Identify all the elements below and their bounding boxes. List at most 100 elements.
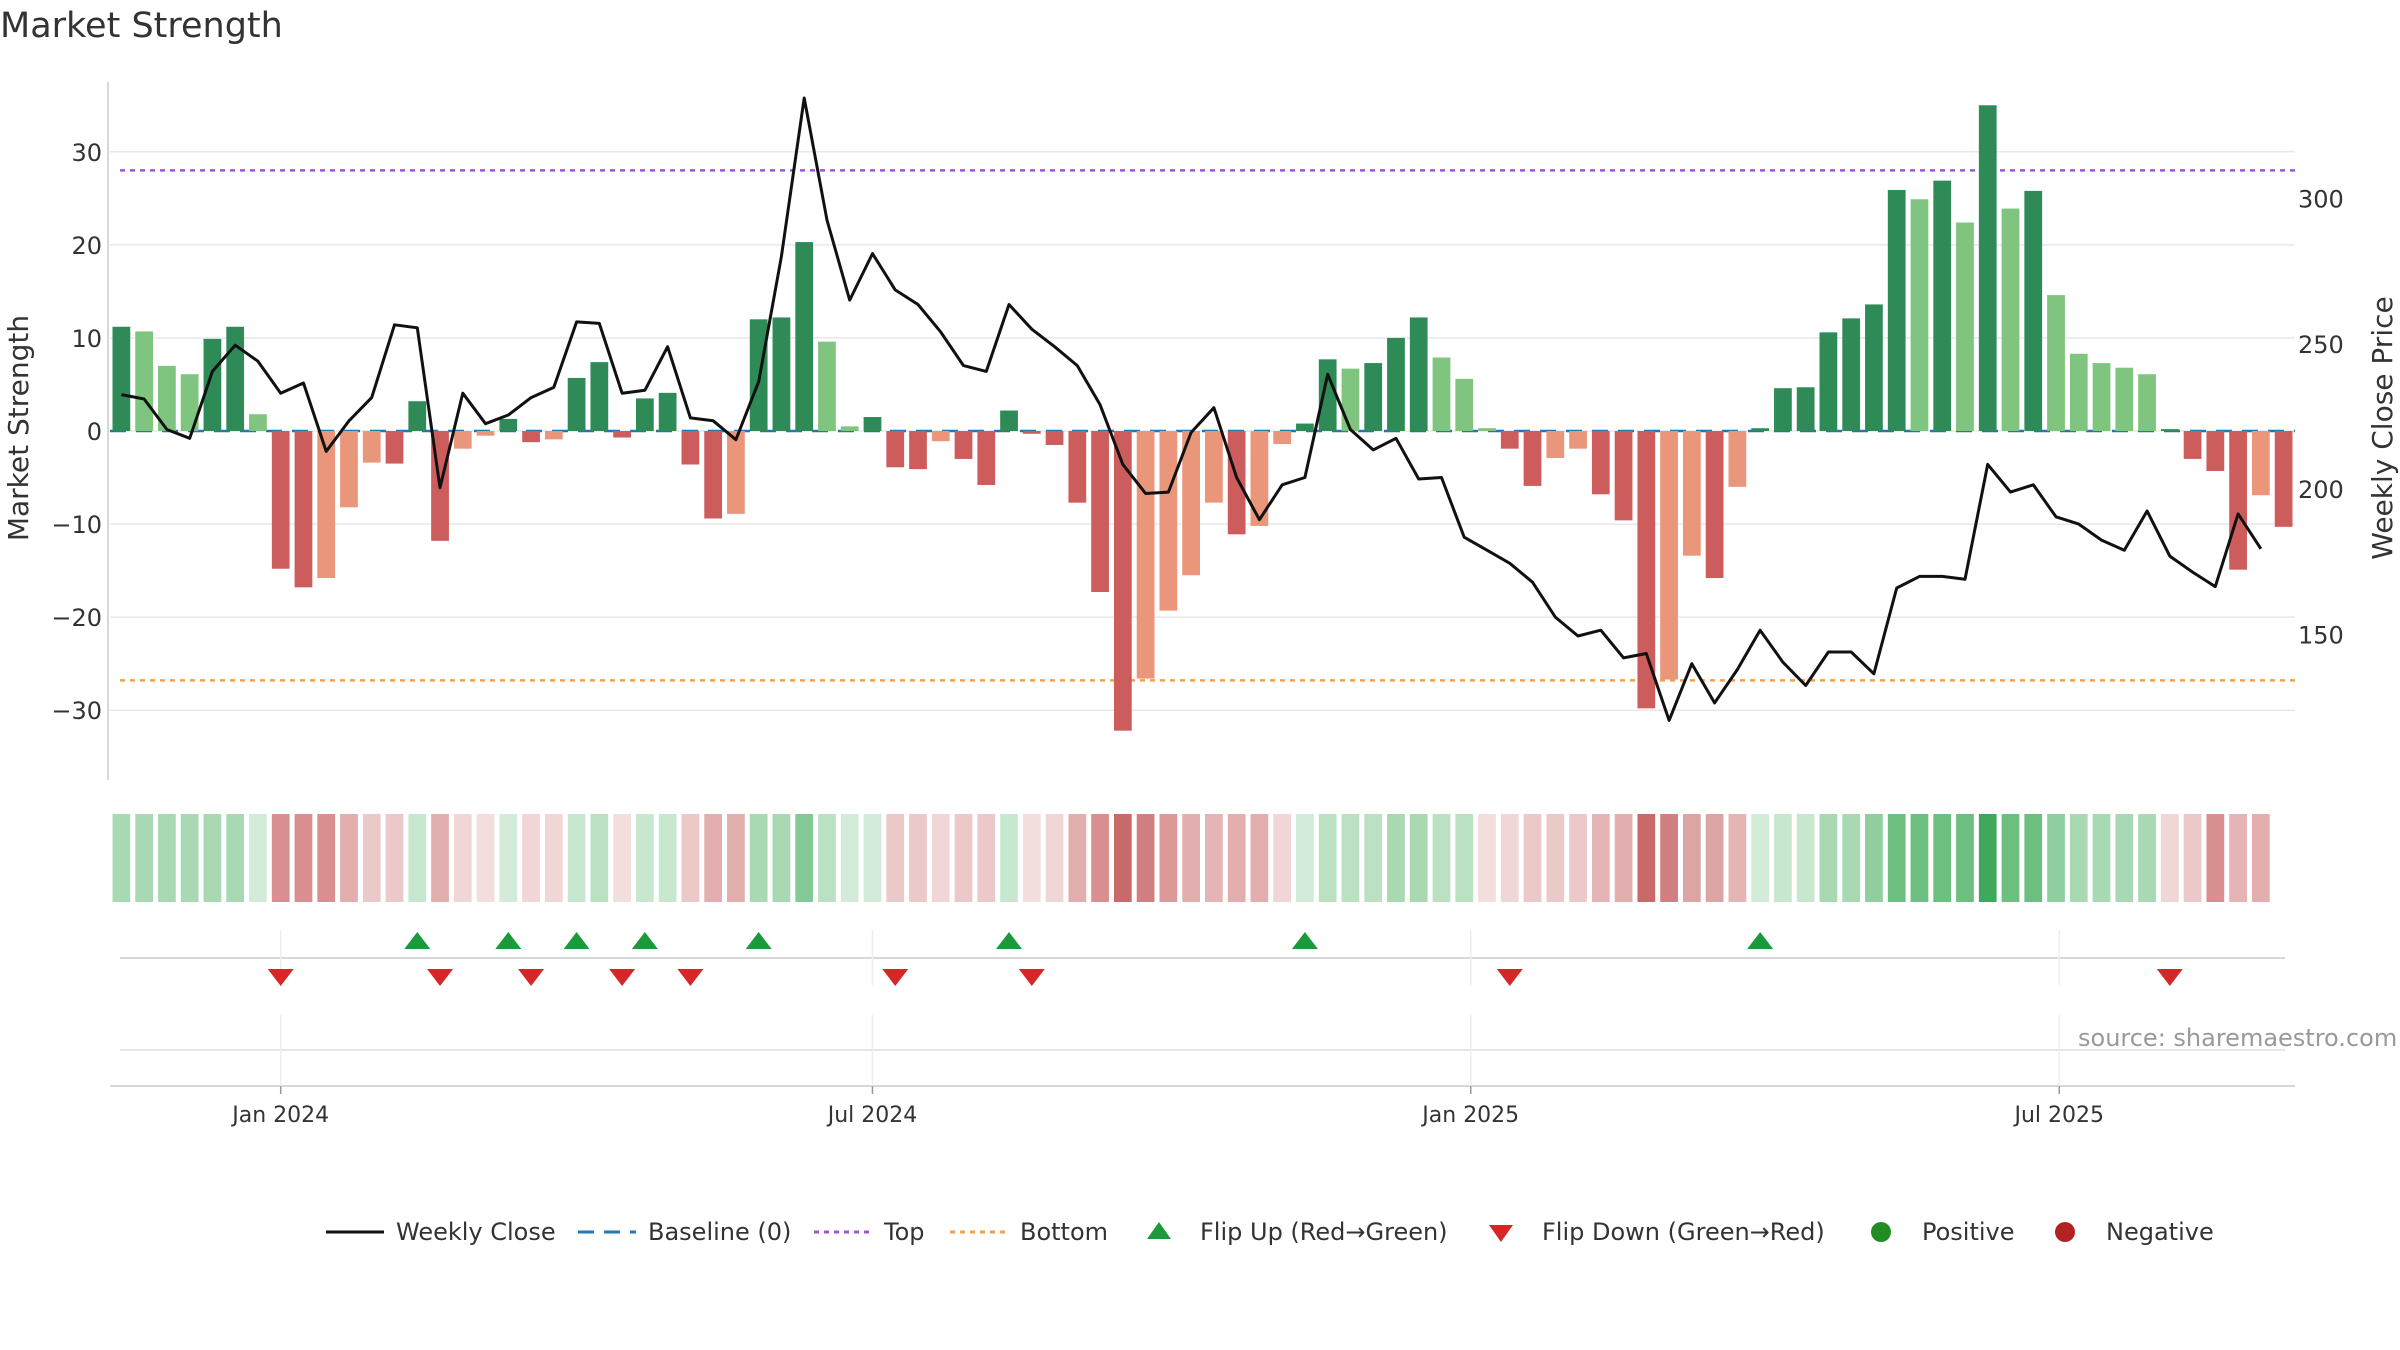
heat-cell <box>544 814 563 902</box>
heat-cell <box>1933 814 1952 902</box>
source-note: source: sharemaestro.com <box>2078 1024 2398 1052</box>
heat-cell <box>567 814 586 902</box>
legend: Weekly Close Baseline (0) Top Bottom Fli… <box>0 1212 2400 1252</box>
strength-bar <box>1478 428 1496 431</box>
y2-tick-label: 250 <box>2298 331 2344 359</box>
heat-cell <box>590 814 609 902</box>
y2-tick-label: 300 <box>2298 185 2344 213</box>
strength-bar <box>1432 357 1451 431</box>
strength-bar <box>1000 410 1018 431</box>
heat-cell <box>1273 814 1292 902</box>
heat-cell <box>2138 814 2156 902</box>
strength-bar <box>294 431 313 588</box>
strength-bar <box>2092 363 2111 431</box>
heat-cell <box>1091 814 1109 902</box>
heat-cell <box>1455 814 1474 902</box>
legend-top: Top <box>812 1212 925 1252</box>
y-tick-label: 0 <box>87 418 102 446</box>
strength-bar <box>1842 318 1861 431</box>
heat-cell <box>1000 814 1018 902</box>
flip-down-marker <box>609 969 636 986</box>
heat-cell <box>704 814 723 902</box>
strength-bar <box>408 401 427 431</box>
strength-bar <box>2069 353 2088 431</box>
heat-cell <box>340 814 358 902</box>
heat-cell <box>635 814 654 902</box>
heat-cell <box>476 814 495 902</box>
flip-down-marker <box>677 969 704 986</box>
heat-cell <box>1910 814 1929 902</box>
legend-flip-down: Flip Down (Green→Red) <box>1470 1212 1825 1252</box>
heat-cell <box>522 814 540 902</box>
strength-bar <box>2047 295 2065 431</box>
y-tick-label: −10 <box>51 511 102 539</box>
triangle-down-icon <box>1489 1225 1513 1242</box>
strength-bar <box>2138 374 2156 431</box>
strength-bar <box>1205 431 1223 503</box>
strength-bar <box>1296 423 1314 431</box>
heat-cell <box>294 814 313 902</box>
strength-bar <box>613 431 631 438</box>
legend-label: Negative <box>2106 1218 2214 1246</box>
strength-bar <box>2206 431 2225 472</box>
weekly-close-polyline <box>121 96 2263 722</box>
heat-cell <box>818 814 836 902</box>
y2-axis-ticks: 300 250 200 150 <box>2298 185 2344 649</box>
heat-cell <box>1591 814 1610 902</box>
heat-cell <box>2251 814 2270 902</box>
strength-bar <box>1409 317 1428 431</box>
strength-bar <box>1227 431 1246 535</box>
strength-bar <box>840 426 859 431</box>
strength-bar <box>1022 431 1041 434</box>
heat-cell <box>1796 814 1815 902</box>
strength-bar <box>1045 431 1064 445</box>
strength-bar <box>1182 431 1200 576</box>
y-tick-label: 10 <box>71 325 102 353</box>
strength-bar <box>931 431 950 442</box>
y-axis-label: Market Strength <box>2 315 35 541</box>
strength-bar <box>1637 431 1656 709</box>
heat-cell <box>226 814 245 902</box>
legend-bottom: Bottom <box>948 1212 1108 1252</box>
heat-cell <box>385 814 404 902</box>
strength-bar <box>158 365 176 431</box>
heat-cell <box>203 814 222 902</box>
heat-cell <box>2183 814 2202 902</box>
strength-bar <box>1910 199 1929 431</box>
strength-bar <box>1751 428 1770 431</box>
heat-cell <box>2206 814 2225 902</box>
strength-bar <box>1068 431 1087 503</box>
strength-bar <box>1455 378 1474 431</box>
heat-cell <box>2115 814 2134 902</box>
strength-bar <box>1500 431 1519 449</box>
strength-bar <box>135 331 154 431</box>
heat-cell <box>977 814 996 902</box>
heat-cell <box>271 814 290 902</box>
strength-bar <box>385 431 404 464</box>
strength-bar <box>2274 431 2293 527</box>
legend-line-swatch <box>326 1230 384 1234</box>
legend-dot-swatch <box>814 1230 872 1234</box>
heat-cell <box>1978 814 1997 902</box>
heat-cell <box>1614 814 1633 902</box>
strength-bar <box>954 431 973 459</box>
heat-cell <box>1045 814 1064 902</box>
heat-cell <box>1227 814 1246 902</box>
x-tick-label: Jul 2024 <box>826 1103 918 1128</box>
heat-cell <box>1318 814 1337 902</box>
strength-bar <box>1159 431 1178 611</box>
heat-cell <box>1341 814 1360 902</box>
y-tick-label: 20 <box>71 232 102 260</box>
heat-cell <box>2047 814 2065 902</box>
heat-cell <box>772 814 791 902</box>
heat-cell <box>1136 814 1155 902</box>
heat-cell <box>112 814 131 902</box>
flip-up-marker <box>745 932 772 949</box>
heat-cell <box>453 814 472 902</box>
strength-bar <box>1865 304 1883 431</box>
heat-cell <box>1022 814 1041 902</box>
strength-bar <box>317 431 336 579</box>
heat-cell <box>1956 814 1974 902</box>
strength-bar <box>1660 431 1678 680</box>
strength-bar <box>658 392 677 431</box>
